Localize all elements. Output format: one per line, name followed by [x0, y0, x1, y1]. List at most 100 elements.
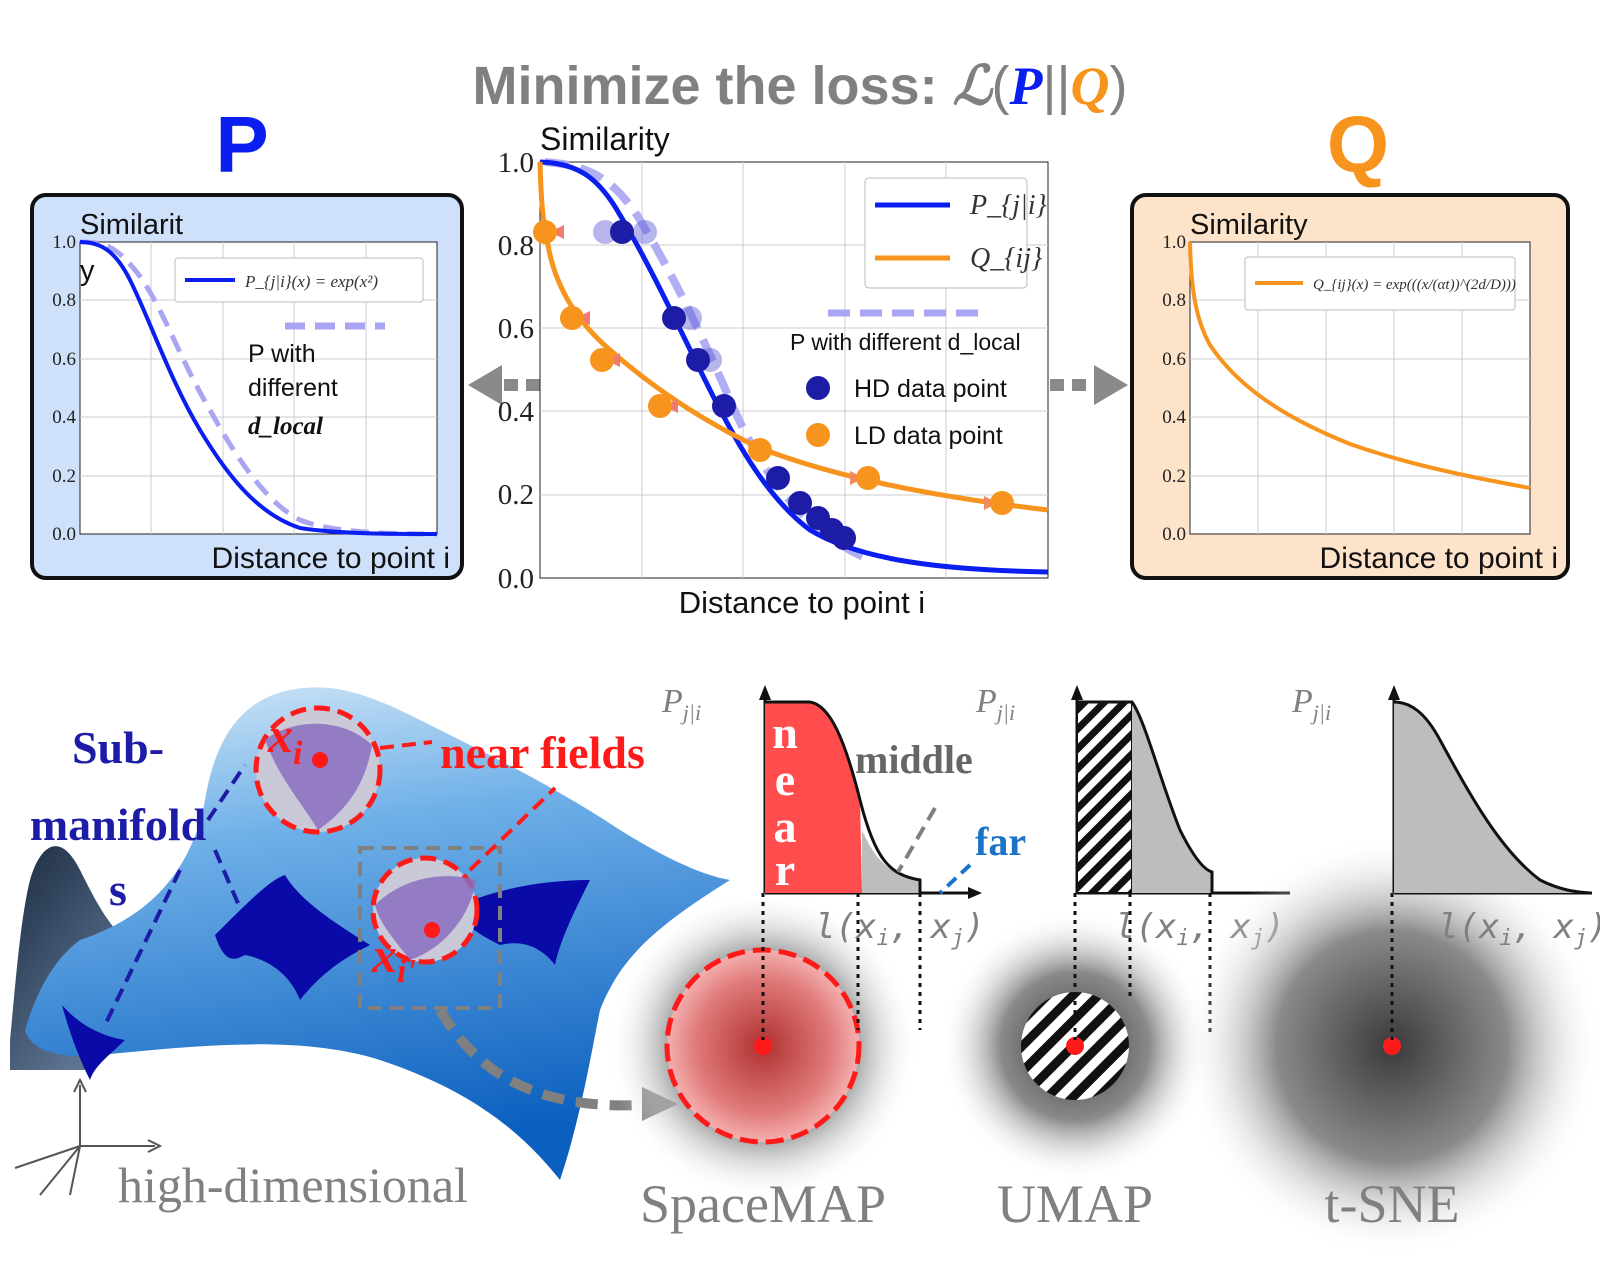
umap-center-point: [1066, 1037, 1084, 1055]
near-field-xi-fill: [265, 723, 372, 830]
submanifold-shape-2: [450, 880, 590, 965]
svg-text:r: r: [775, 844, 795, 895]
svg-text:0.6: 0.6: [52, 349, 76, 370]
figure-title: Minimize the loss: ℒ(P||Q): [472, 56, 1127, 116]
center-ylabel: Similarity: [540, 121, 670, 157]
tsne-illustration: Pj|i l(xi, xj) t-SNE: [1182, 683, 1600, 1256]
center-legend-q: Q_{ij}: [970, 243, 1042, 274]
label-submanifolds-3: s: [109, 864, 127, 915]
panel-p-xlabel: Distance to point i: [212, 542, 450, 575]
svg-text:0.4: 0.4: [1162, 407, 1186, 428]
label-xi: xi: [267, 707, 303, 772]
center-legend-hd-marker: [806, 376, 830, 400]
panel-p-legend: P_{j|i}(x) = exp(x²): [174, 257, 424, 303]
center-legend-hd: HD data point: [854, 375, 1007, 403]
panel-q-curve: [1188, 241, 1531, 490]
spacemap-near-word: n e a r: [772, 707, 798, 895]
tsne-region: [1394, 702, 1590, 893]
tsne-y-arrow: [1388, 685, 1400, 700]
spacemap-x-arrow: [968, 887, 982, 899]
svg-text:0.2: 0.2: [1162, 466, 1186, 487]
svg-text:e: e: [775, 754, 795, 805]
submanifold-pointer-1: [206, 763, 247, 822]
panel-p-annot-2: different: [248, 374, 338, 402]
tsne-p-label: Pj|i: [1291, 683, 1331, 725]
submanifold-shape-3: [62, 1005, 125, 1080]
svg-text:0.2: 0.2: [498, 479, 534, 511]
label-near-fields: near fields: [440, 727, 645, 778]
label-submanifolds-2: manifold: [30, 799, 207, 850]
panel-p-legend-label: P_{j|i}(x) = exp(x²): [244, 272, 378, 291]
center-hd-points: [610, 220, 856, 550]
umap-p-label: Pj|i: [975, 683, 1015, 725]
svg-text:0.8: 0.8: [1162, 290, 1186, 311]
submanifold-pointer-2: [213, 849, 242, 909]
label-umap: UMAP: [997, 1174, 1153, 1234]
arrow-center-to-p: [468, 365, 540, 405]
svg-text:0.2: 0.2: [52, 466, 76, 487]
spacemap-p-label: Pj|i: [661, 683, 701, 725]
panel-p-annot-1: P with: [248, 340, 316, 368]
label-middle: middle: [855, 737, 973, 782]
panel-q-ylabel: Similarity: [1190, 209, 1308, 241]
panel-p-ylabel-2: y: [80, 255, 95, 287]
panel-p-curve: [79, 240, 438, 536]
tsne-curve: [1393, 700, 1591, 895]
svg-text:0.0: 0.0: [52, 524, 76, 545]
label-xii: xi': [371, 927, 416, 990]
spacemap-dotted-guides: [761, 893, 922, 1040]
umap-y-arrow: [1071, 685, 1083, 700]
far-pointer: [938, 863, 972, 895]
center-ld-points: [533, 220, 1014, 515]
panel-p: P 0.0 0.2 0.4 0.6 0.8 1.0 P_{j|i}(x) = e…: [30, 100, 464, 580]
blue-surface: [25, 687, 730, 1180]
umap-middle-region: [1132, 702, 1212, 893]
panel-q-yticks: 0.0 0.2 0.4 0.6 0.8 1.0: [1162, 232, 1186, 545]
label-submanifolds-1: Sub-: [72, 722, 164, 773]
umap-curve: [1077, 700, 1290, 895]
center-legend-ld: LD data point: [854, 422, 1003, 450]
panel-q: Q 0.0 0.2 0.4 0.6 0.8 1.0 Q_{ij}(x) = ex…: [1130, 100, 1570, 580]
tsne-center-point: [1383, 1037, 1401, 1055]
tsne-l-label: l(xi, xj): [1438, 907, 1600, 951]
label-far: far: [975, 819, 1026, 864]
svg-text:0.0: 0.0: [498, 563, 534, 595]
center-legend-ld-marker: [806, 423, 830, 447]
svg-text:0.4: 0.4: [52, 407, 76, 428]
spacemap-center-point: [754, 1037, 772, 1055]
svg-text:1.0: 1.0: [52, 232, 76, 253]
center-legend-dlocal: P with different d_local: [790, 329, 1021, 355]
svg-text:0.4: 0.4: [498, 396, 535, 428]
submanifold-pointer-3: [103, 869, 182, 1026]
svg-text:0.6: 0.6: [1162, 349, 1186, 370]
spacemap-near-region: [765, 702, 862, 893]
svg-text:0.8: 0.8: [52, 290, 76, 311]
panel-p-letter: P: [215, 100, 268, 189]
center-legend-p: P_{j|i}: [969, 190, 1047, 221]
svg-text:1.0: 1.0: [1162, 232, 1186, 253]
spacemap-y-arrow: [759, 685, 771, 700]
arrow-center-to-q: [1050, 365, 1128, 405]
near-field-xii-fill: [375, 876, 476, 960]
svg-text:0.6: 0.6: [498, 313, 534, 345]
center-xlabel: Distance to point i: [679, 585, 925, 620]
label-tsne: t-SNE: [1325, 1174, 1460, 1234]
panel-center: 0.0 0.2 0.4 0.6 0.8 1.0 Similarity Dista…: [498, 121, 1049, 620]
point-xi: [312, 752, 328, 768]
svg-text:1.0: 1.0: [498, 147, 534, 179]
svg-text:0.0: 0.0: [1162, 524, 1186, 545]
selection-box: [358, 846, 502, 1010]
manifold-illustration: xi xi' near fields Sub- manifold s: [10, 687, 730, 1213]
spacemap-illustration: n e a r middle far Pj|i l(xi, xj) SpaceM…: [608, 683, 1026, 1234]
panel-p-dlocal-curve: [79, 239, 438, 537]
center-yticks: 0.0 0.2 0.4 0.6 0.8 1.0: [498, 147, 535, 595]
middle-pointer: [896, 806, 937, 874]
svg-text:a: a: [774, 801, 797, 852]
axes-triad: [14, 1077, 163, 1196]
spacemap-l-label: l(xi, xj): [815, 907, 985, 951]
panel-q-xlabel: Distance to point i: [1320, 542, 1558, 575]
panel-p-ylabel-1: Similarit: [80, 209, 183, 241]
center-legend: P_{j|i} Q_{ij}: [864, 177, 1047, 289]
spacemap-curve: [765, 700, 922, 893]
